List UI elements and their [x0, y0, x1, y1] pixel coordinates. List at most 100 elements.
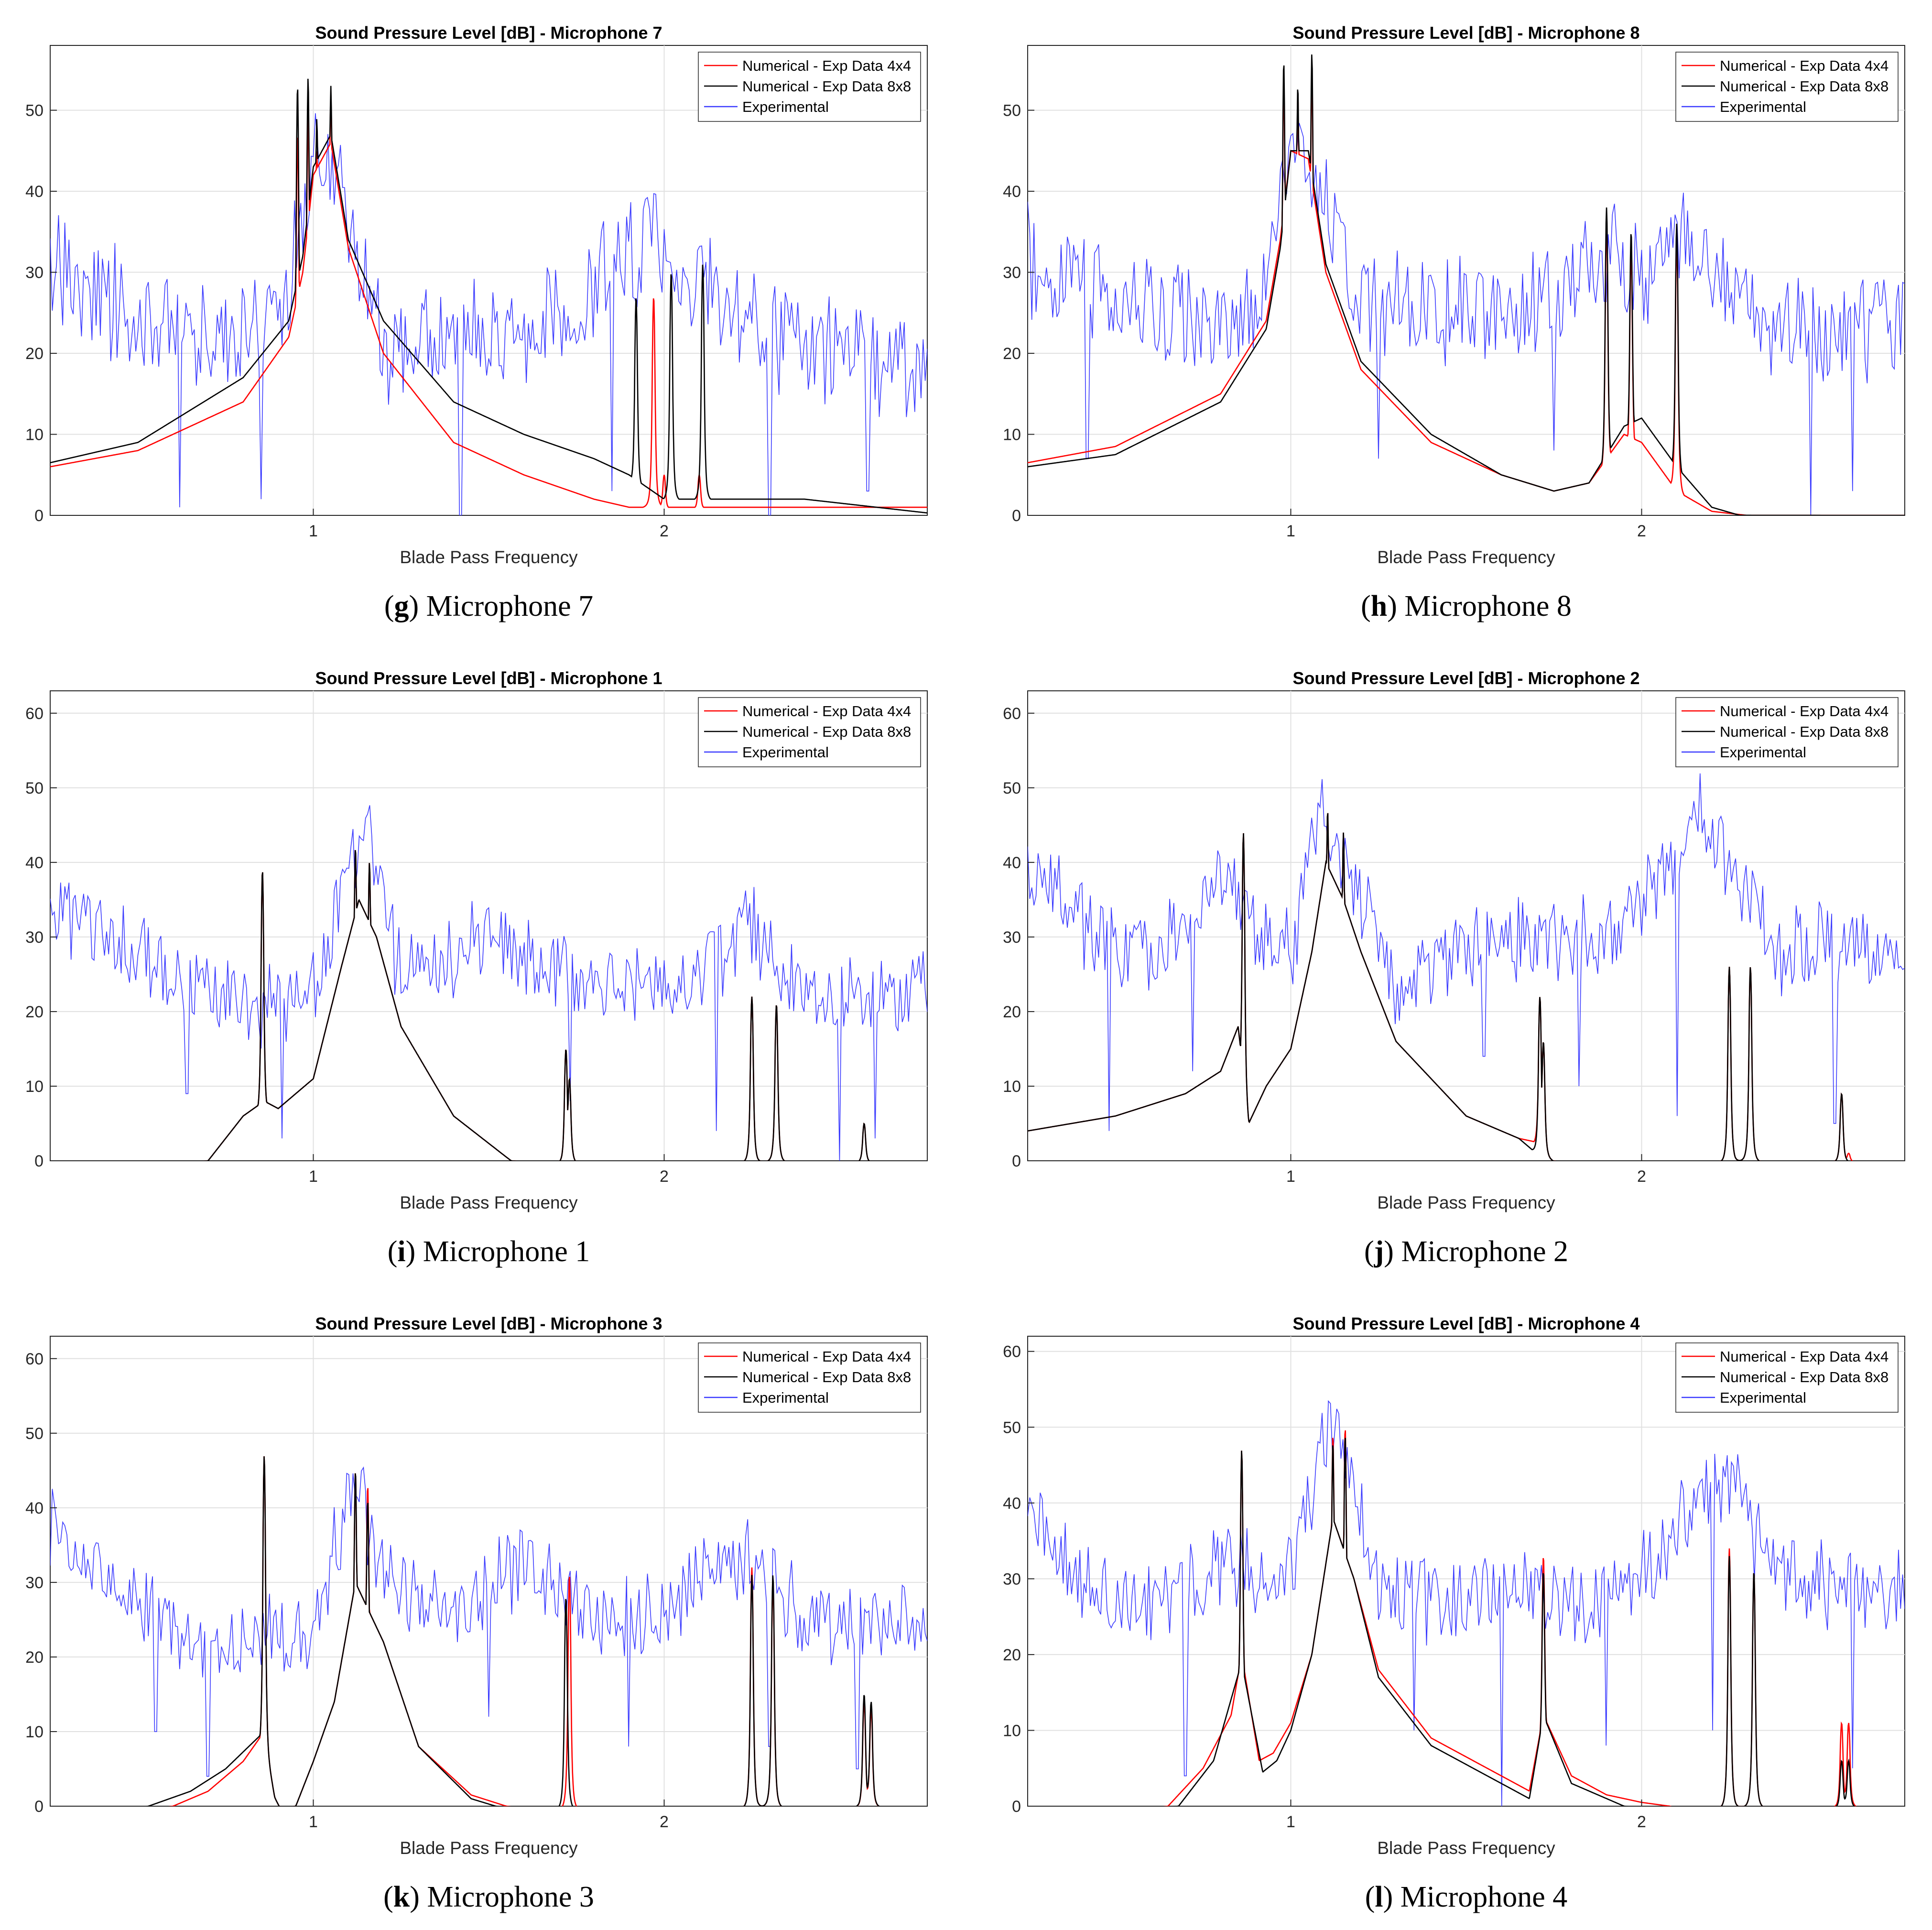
- chart-title: Sound Pressure Level [dB] - Microphone 1: [315, 668, 662, 688]
- plot-area: [50, 1336, 928, 1807]
- y-tick-label: 50: [1003, 102, 1021, 120]
- grid-lines: [50, 1336, 927, 1806]
- y-tick-label: 0: [34, 507, 43, 525]
- x-axis-label: Blade Pass Frequency: [400, 547, 578, 567]
- legend-entry: Numerical - Exp Data 4x4: [742, 57, 911, 74]
- chart-title: Sound Pressure Level [dB] - Microphone 7: [315, 23, 662, 43]
- caption-close-paren: ): [410, 1881, 427, 1913]
- y-tick-label: 50: [25, 779, 43, 797]
- y-tick-label: 50: [1003, 1418, 1021, 1437]
- x-tick-label: 1: [309, 1813, 318, 1831]
- x-axis-label: Blade Pass Frequency: [1377, 1838, 1555, 1858]
- y-tick-label: 20: [25, 1003, 43, 1021]
- y-tick-label: 50: [1003, 779, 1021, 797]
- y-tick-label: 50: [25, 102, 43, 120]
- panel-microphone-4: Sound Pressure Level [dB] - Microphone 4…: [1003, 1314, 1905, 1913]
- plot-lines: [50, 805, 927, 1161]
- caption-close-paren: ): [409, 590, 426, 622]
- legend-entry: Numerical - Exp Data 4x4: [1720, 703, 1889, 720]
- chart-title: Sound Pressure Level [dB] - Microphone 8: [1292, 23, 1639, 43]
- legend-entry: Numerical - Exp Data 8x8: [742, 723, 911, 740]
- y-tick-label: 0: [1012, 507, 1021, 525]
- x-tick-label: 1: [309, 1167, 318, 1186]
- y-tick-label: 60: [1003, 705, 1021, 723]
- y-tick-label: 20: [1003, 1646, 1021, 1664]
- legend-entry: Numerical - Exp Data 8x8: [1720, 723, 1889, 740]
- panel-microphone-1: Sound Pressure Level [dB] - Microphone 1…: [25, 668, 928, 1268]
- caption-close-paren: ): [1387, 590, 1404, 622]
- panel-label: l: [1375, 1881, 1383, 1913]
- y-tick-label: 30: [1003, 928, 1021, 947]
- series-line-numerical-8x8: [145, 1456, 880, 1806]
- grid-lines: [50, 691, 927, 1161]
- legend-entry: Experimental: [1720, 98, 1806, 115]
- y-tick-label: 0: [34, 1798, 43, 1816]
- caption-open-paren: (: [383, 1881, 393, 1913]
- series-line-experimental: [50, 1466, 927, 1777]
- grid-lines: [1028, 45, 1905, 515]
- y-tick-label: 20: [25, 1648, 43, 1667]
- series-line-numerical-4x4: [50, 94, 927, 508]
- series-line-numerical-8x8: [1171, 1438, 1856, 1806]
- x-axis-label: Blade Pass Frequency: [400, 1193, 578, 1212]
- y-tick-label: 0: [1012, 1798, 1021, 1816]
- y-tick-label: 10: [25, 1723, 43, 1741]
- y-tick-label: 50: [25, 1425, 43, 1443]
- caption-open-paren: (: [1365, 1881, 1375, 1913]
- caption-close-paren: ): [1383, 1881, 1400, 1913]
- plot-lines: [1028, 54, 1905, 515]
- y-tick-label: 20: [1003, 345, 1021, 363]
- legend-entry: Experimental: [742, 98, 829, 115]
- series-line-numerical-8x8: [203, 850, 870, 1161]
- panel-microphone-8: Sound Pressure Level [dB] - Microphone 8…: [1003, 23, 1905, 622]
- y-tick-label: 10: [25, 426, 43, 444]
- y-tick-label: 10: [1003, 1722, 1021, 1740]
- y-tick-label: 10: [1003, 1078, 1021, 1096]
- y-tick-label: 10: [1003, 426, 1021, 444]
- y-tick-label: 0: [34, 1152, 43, 1170]
- legend-entry: Experimental: [742, 1389, 829, 1406]
- legend-box: [1675, 697, 1899, 767]
- legend-entry: Experimental: [1720, 1389, 1806, 1406]
- legend-box: [1675, 1342, 1899, 1413]
- legend-box: [698, 52, 921, 122]
- caption-text: Microphone 3: [427, 1881, 594, 1913]
- legend-entry: Numerical - Exp Data 4x4: [1720, 1348, 1889, 1365]
- y-tick-label: 30: [25, 1574, 43, 1592]
- x-tick-label: 1: [1286, 1813, 1295, 1831]
- series-line-numerical-8x8: [1028, 813, 1849, 1161]
- x-tick-label: 2: [660, 1813, 669, 1831]
- panel-caption: (g) Microphone 7: [384, 590, 593, 622]
- legend-entry: Numerical - Exp Data 4x4: [1720, 57, 1889, 74]
- x-tick-label: 1: [1286, 522, 1295, 540]
- y-tick-label: 20: [1003, 1003, 1021, 1021]
- y-tick-label: 40: [25, 1499, 43, 1517]
- series-line-experimental: [1028, 1400, 1905, 1806]
- legend-box: [698, 1342, 921, 1413]
- y-tick-label: 60: [25, 1350, 43, 1368]
- panel-label: j: [1374, 1235, 1384, 1268]
- panel-caption: (k) Microphone 3: [383, 1881, 594, 1913]
- plot-area: [1027, 690, 1905, 1161]
- y-tick-label: 30: [25, 928, 43, 947]
- x-tick-label: 1: [309, 522, 318, 540]
- panel-microphone-2: Sound Pressure Level [dB] - Microphone 2…: [1003, 668, 1905, 1268]
- plot-lines: [50, 1456, 927, 1806]
- caption-open-paren: (: [388, 1235, 398, 1268]
- y-tick-label: 40: [25, 854, 43, 872]
- legend-entry: Numerical - Exp Data 4x4: [742, 703, 911, 720]
- legend-entry: Experimental: [1720, 744, 1806, 761]
- series-line-experimental: [1028, 773, 1905, 1131]
- caption-text: Microphone 2: [1401, 1235, 1568, 1268]
- x-tick-label: 2: [660, 522, 669, 540]
- x-axis-label: Blade Pass Frequency: [1377, 1193, 1555, 1212]
- caption-open-paren: (: [1361, 590, 1371, 622]
- panel-label: h: [1371, 590, 1387, 622]
- legend: Numerical - Exp Data 4x4 Numerical - Exp …: [1675, 1342, 1899, 1413]
